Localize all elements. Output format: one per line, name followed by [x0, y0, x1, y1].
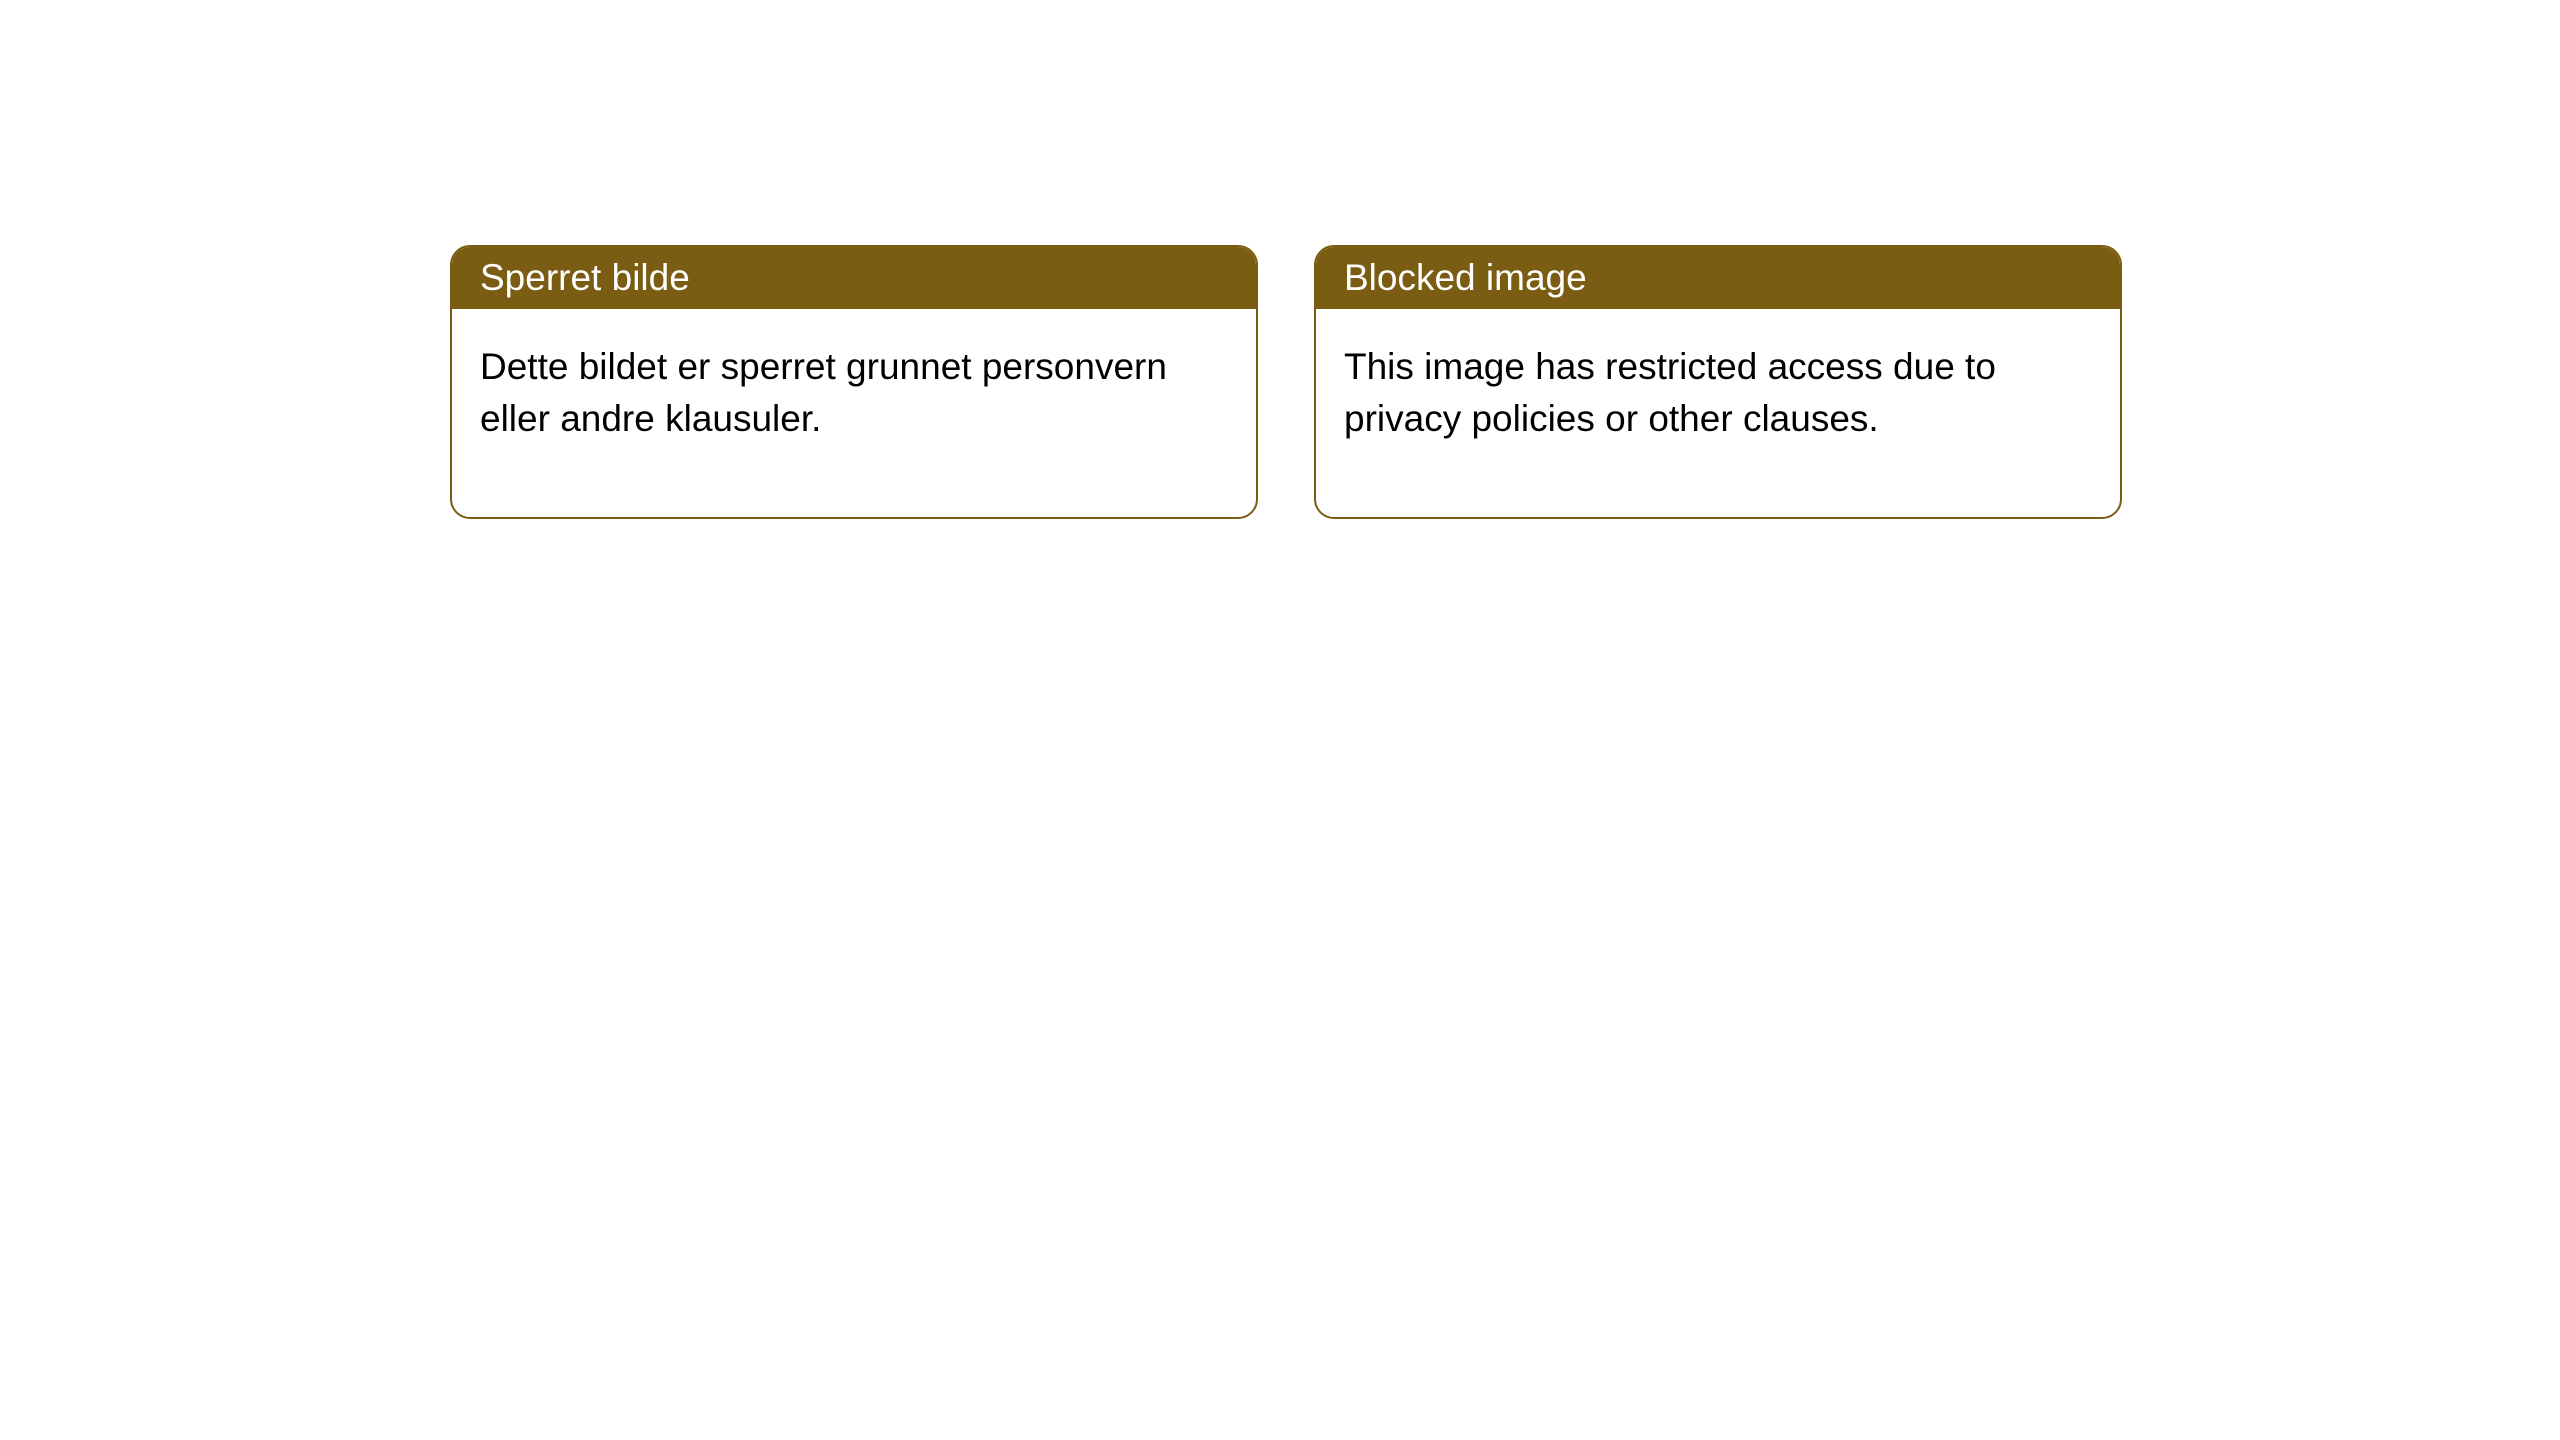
notice-card-english: Blocked image This image has restricted …: [1314, 245, 2122, 519]
card-header: Sperret bilde: [452, 247, 1256, 309]
card-body: Dette bildet er sperret grunnet personve…: [452, 309, 1256, 517]
card-header: Blocked image: [1316, 247, 2120, 309]
notice-container: Sperret bilde Dette bildet er sperret gr…: [450, 245, 2122, 519]
card-body: This image has restricted access due to …: [1316, 309, 2120, 517]
notice-card-norwegian: Sperret bilde Dette bildet er sperret gr…: [450, 245, 1258, 519]
